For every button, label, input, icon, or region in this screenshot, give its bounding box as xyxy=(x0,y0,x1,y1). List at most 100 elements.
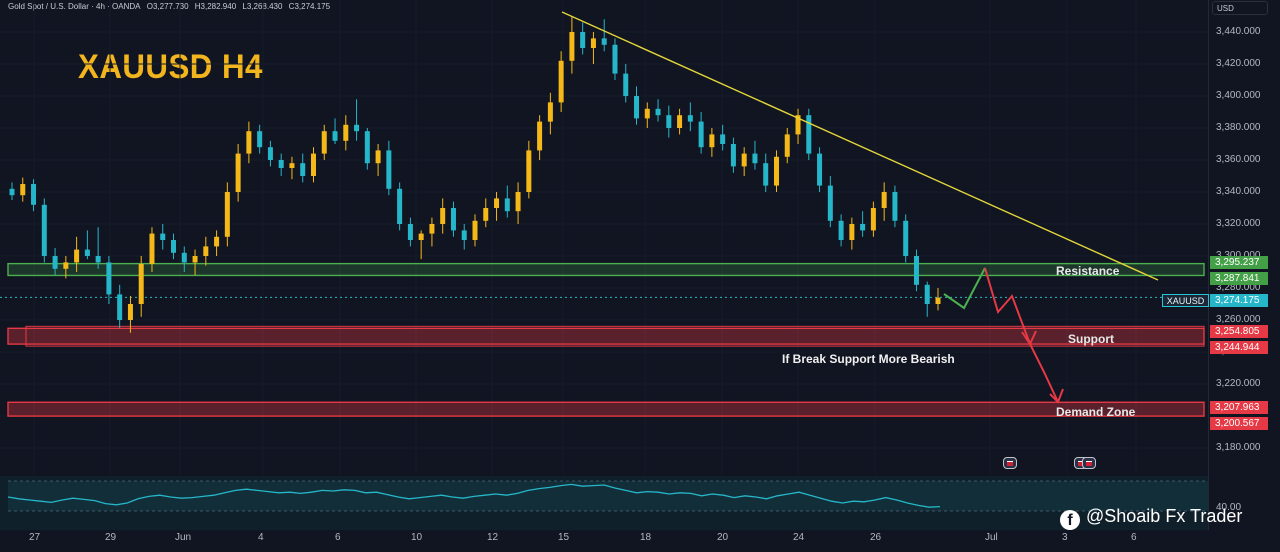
candle-body xyxy=(827,185,833,221)
price-axis-label: 3,300.000 xyxy=(1216,250,1261,261)
candle-body xyxy=(806,115,812,154)
resistance-label: Resistance xyxy=(1056,264,1120,278)
candle-body xyxy=(913,256,919,285)
candle-body xyxy=(278,160,284,168)
support-zone-inner xyxy=(25,325,1205,347)
candle-body xyxy=(450,208,456,231)
facebook-icon: f xyxy=(1060,510,1080,530)
time-axis-label: 10 xyxy=(411,532,423,543)
price-axis-label: 3,360.000 xyxy=(1216,154,1261,165)
oscillator-line xyxy=(7,483,941,508)
candle-body xyxy=(364,131,370,164)
watermark: f @Shoaib Fx Trader xyxy=(1060,506,1242,530)
candle-body xyxy=(580,32,586,48)
candle-body xyxy=(666,115,672,128)
symbol-name: Gold Spot / U.S. Dollar · 4h · OANDA xyxy=(8,2,141,11)
support-label: Support xyxy=(1068,332,1114,346)
time-axis-label: 18 xyxy=(640,532,652,543)
candle-body xyxy=(795,115,801,135)
price-axis[interactable] xyxy=(1208,0,1280,530)
time-axis-label: 6 xyxy=(1131,532,1137,543)
candle-body xyxy=(386,150,392,189)
price-axis-label: 3,180.000 xyxy=(1216,442,1261,453)
candle-body xyxy=(149,233,155,264)
candle-body xyxy=(224,192,230,237)
candle-body xyxy=(461,230,467,240)
candle-body xyxy=(138,264,144,304)
candle-body xyxy=(483,208,489,221)
time-axis-label: 29 xyxy=(105,532,117,543)
time-axis-label: 15 xyxy=(558,532,570,543)
candle-body xyxy=(117,294,123,320)
candle-body xyxy=(106,262,112,295)
candle-body xyxy=(429,224,435,234)
time-axis-label: 6 xyxy=(335,532,341,543)
candle-body xyxy=(418,233,424,240)
candle-body xyxy=(849,224,855,240)
candle-body xyxy=(935,297,941,304)
resistance-bottom-tag: 3,287.841 xyxy=(1210,272,1268,285)
candle-body xyxy=(655,108,661,116)
candle-body xyxy=(300,163,306,176)
candle-body xyxy=(537,121,543,151)
candle-body xyxy=(84,249,90,256)
currency-badge[interactable]: USD xyxy=(1212,1,1268,15)
candle-body xyxy=(870,208,876,231)
demand-bottom-tag: 3,200.567 xyxy=(1210,417,1268,430)
candle-body xyxy=(569,32,575,61)
time-axis-label: 27 xyxy=(29,532,41,543)
candle-body xyxy=(547,102,553,122)
candle-body xyxy=(267,147,273,160)
arrow-head-icon xyxy=(1021,330,1037,347)
candle-body xyxy=(74,249,80,263)
candle-body xyxy=(354,124,360,132)
time-axis-label: Jun xyxy=(175,532,192,543)
time-axis-label: 24 xyxy=(793,532,805,543)
candle-body xyxy=(332,131,338,141)
time-axis-label: 4 xyxy=(258,532,264,543)
candle-body xyxy=(634,96,640,119)
time-axis-label: 3 xyxy=(1062,532,1068,543)
candle-body xyxy=(472,220,478,240)
candle-body xyxy=(515,192,521,212)
candle-body xyxy=(623,73,629,96)
candle-body xyxy=(321,131,327,154)
candle-body xyxy=(677,115,683,128)
candle-body xyxy=(601,38,607,45)
candle-body xyxy=(289,163,295,168)
candle-body xyxy=(31,184,37,205)
price-axis-label: 3,220.000 xyxy=(1216,378,1261,389)
candle-body xyxy=(612,44,618,74)
chart-title: XAUUSD H4 xyxy=(78,48,263,86)
candle-body xyxy=(687,115,693,122)
symbol-price-badge: XAUUSD xyxy=(1162,294,1209,307)
candle-body xyxy=(720,134,726,144)
price-axis-label: 3,320.000 xyxy=(1216,218,1261,229)
candle-body xyxy=(558,60,564,103)
us-flag-event-icon[interactable] xyxy=(1082,457,1096,469)
support-top-tag: 3,254.805 xyxy=(1210,325,1268,338)
candle-body xyxy=(709,134,715,148)
arrow-head-icon xyxy=(1049,388,1064,404)
price-chart[interactable] xyxy=(0,0,1208,530)
time-axis-label: 20 xyxy=(717,532,729,543)
candle-body xyxy=(9,188,15,196)
price-axis-label: 3,380.000 xyxy=(1216,122,1261,133)
candle-body xyxy=(903,220,909,256)
price-axis-label: 3,280.000 xyxy=(1216,282,1261,293)
us-flag-event-icon[interactable] xyxy=(1003,457,1017,469)
ohlc-low: L3,268.430 xyxy=(242,2,283,11)
bullish-projection-path xyxy=(943,267,986,310)
candle-body xyxy=(235,153,241,192)
candle-body xyxy=(375,150,381,164)
candle-body xyxy=(192,256,198,263)
candle-body xyxy=(397,188,403,224)
candle-body xyxy=(181,252,187,263)
candle-body xyxy=(203,246,209,256)
candle-body xyxy=(63,262,69,269)
candle-body xyxy=(127,304,133,320)
oscillator-level-label: 40.00 xyxy=(1216,502,1242,513)
candle-body xyxy=(246,131,252,154)
candle-body xyxy=(881,192,887,208)
